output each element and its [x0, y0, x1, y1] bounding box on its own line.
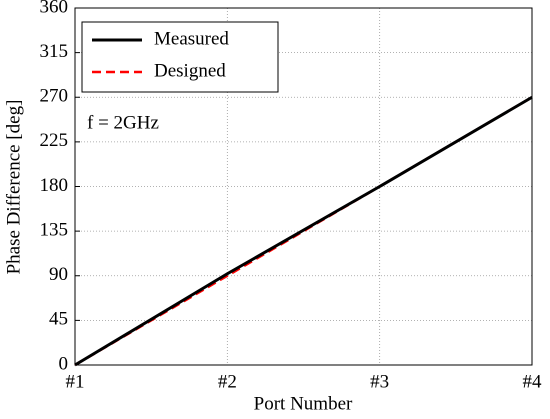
legend-label: Designed — [154, 60, 226, 81]
x-tick-label: #2 — [218, 371, 237, 392]
legend-label: Measured — [154, 28, 229, 49]
x-tick-label: #1 — [66, 371, 85, 392]
y-tick-label: 315 — [40, 41, 69, 62]
series-line — [74, 95, 533, 367]
y-tick-label: 270 — [40, 86, 69, 107]
y-tick-label: 45 — [49, 309, 68, 330]
x-axis-label: Port Number — [254, 393, 353, 414]
y-tick-label: 180 — [40, 175, 69, 196]
y-tick-label: 135 — [40, 219, 69, 240]
y-axis-label: Phase Difference [deg] — [3, 100, 24, 275]
legend-box — [81, 21, 279, 93]
y-tick-label: 225 — [40, 130, 69, 151]
x-tick-label: #4 — [523, 371, 543, 392]
y-tick-label: 0 — [59, 353, 69, 374]
annotation: f = 2GHz — [87, 112, 159, 133]
axes-frame — [74, 7, 533, 366]
y-tick-label: 360 — [40, 0, 69, 17]
y-tick-label: 90 — [49, 264, 68, 285]
x-tick-label: #3 — [370, 371, 389, 392]
